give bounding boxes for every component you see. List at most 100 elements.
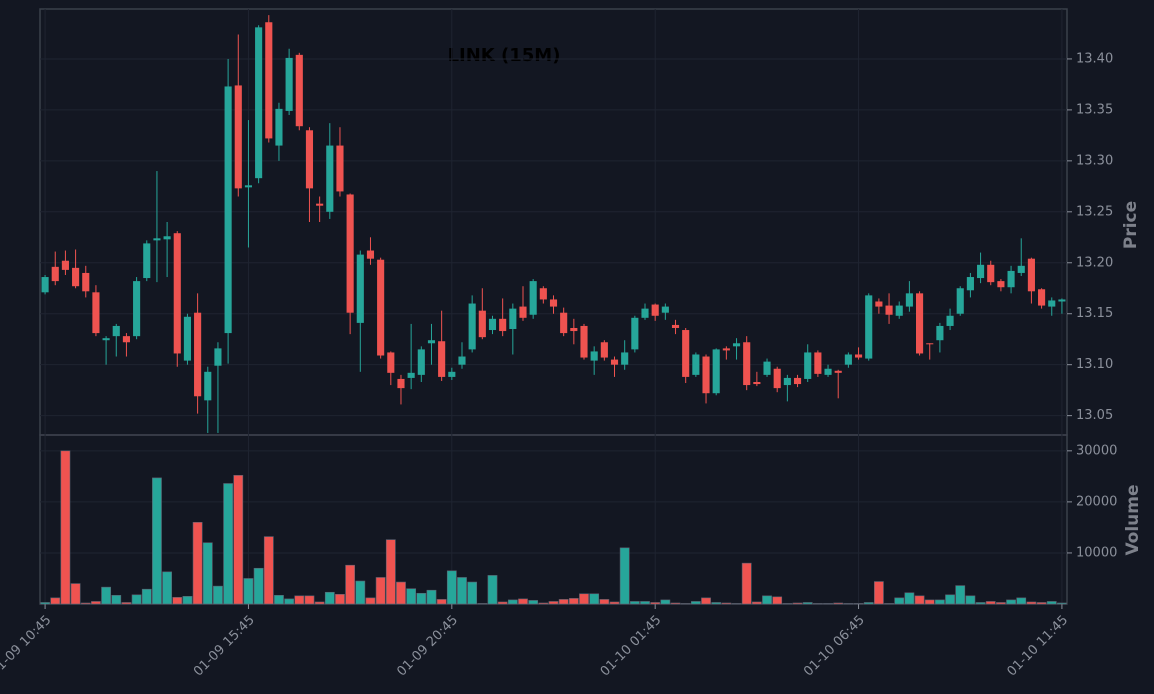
volume-bar [304, 595, 315, 605]
candle-body [488, 318, 497, 331]
candle-body [316, 203, 324, 206]
candle-body [590, 351, 598, 361]
volume-bar [314, 601, 325, 605]
volume-bar [751, 601, 762, 605]
volume-bar [792, 602, 803, 605]
volume-bar [80, 602, 91, 605]
candle-body [285, 57, 293, 111]
candle-body [865, 295, 873, 359]
candle-body [468, 303, 476, 350]
volume-bar [1046, 601, 1057, 605]
volume-bar [965, 595, 976, 605]
y-tick-label: 13.15 [1076, 306, 1113, 321]
volume-bar [518, 598, 528, 605]
volume-bar [741, 562, 752, 605]
volume-bar [721, 602, 732, 605]
candle-body [936, 325, 944, 341]
volume-bar [253, 567, 264, 605]
candle-body [610, 359, 619, 365]
volume-bar [670, 602, 681, 605]
candle-body [814, 352, 822, 374]
volume-bar [172, 597, 183, 605]
volume-bar [243, 578, 254, 605]
volume-bar [782, 603, 793, 605]
volume-bar [874, 581, 884, 605]
candle-body [763, 361, 771, 375]
candle-body [153, 238, 161, 241]
volume-bar [457, 577, 467, 605]
volume-bar [345, 564, 356, 605]
volume-bar [385, 539, 396, 605]
volume-bar [711, 602, 722, 605]
candle-body [82, 272, 90, 292]
candle-body [1007, 270, 1015, 288]
volume-bar [1006, 599, 1016, 605]
price-axis-label: Price [1121, 201, 1141, 249]
candle-body [194, 312, 202, 397]
candle-body [702, 356, 710, 394]
candle-body [183, 316, 191, 361]
y-tick-label: 13.35 [1076, 102, 1113, 117]
candle-body [509, 308, 517, 330]
candle-body [570, 327, 578, 332]
volume-bar [375, 577, 386, 605]
volume-bar [355, 580, 366, 605]
candle-body [844, 354, 852, 365]
candle-body [956, 288, 964, 314]
volume-bar [111, 595, 122, 605]
volume-bar [101, 586, 111, 605]
candle-body [1017, 265, 1025, 273]
volume-bar [274, 595, 284, 605]
volume-bar [294, 595, 305, 605]
volume-bar [40, 602, 50, 605]
y-tick-label: 13.25 [1076, 204, 1113, 219]
volume-bar [507, 599, 518, 605]
volume-bar [884, 603, 894, 605]
y-tick-label: 13.10 [1076, 357, 1113, 372]
candle-body [133, 281, 141, 337]
candle-body [448, 371, 456, 377]
volume-bar [701, 597, 711, 605]
volume-bar [629, 601, 640, 605]
candle-body [783, 377, 791, 386]
volume-bar [446, 570, 457, 605]
volume-bar [487, 575, 498, 605]
volume-bar [223, 483, 233, 605]
chart-title: LINK (15M) [448, 45, 561, 66]
volume-bar [182, 596, 193, 605]
candle-body [549, 299, 558, 307]
candle-body [977, 264, 985, 279]
candle-body [458, 356, 466, 365]
candle-body [417, 349, 425, 375]
candle-body [712, 349, 720, 394]
candle-body [356, 254, 364, 323]
volume-bar [131, 594, 142, 605]
volume-bar [436, 599, 447, 605]
candle-body [987, 264, 995, 283]
candle-body [600, 342, 608, 358]
volume-bar [50, 597, 61, 605]
volume-bar [680, 603, 691, 605]
volume-bar [335, 593, 345, 605]
candle-body [72, 267, 80, 287]
volume-bar [640, 601, 650, 605]
candle-body [854, 354, 863, 358]
candle-body [732, 343, 741, 347]
candle-body [387, 352, 395, 373]
candle-body [682, 330, 690, 377]
volume-bar [213, 585, 223, 605]
candle-body [722, 348, 730, 351]
volume-bar [660, 599, 671, 605]
candle-body [1027, 258, 1035, 292]
volume-bar [945, 594, 955, 605]
volume-bar [568, 598, 579, 605]
candle-body [41, 277, 49, 293]
candle-body [173, 233, 181, 354]
candle-body [102, 338, 110, 341]
volume-bar [192, 522, 203, 605]
y-tick-label: 30000 [1076, 443, 1117, 458]
candle-body [244, 185, 253, 188]
y-tick-label: 13.30 [1076, 153, 1113, 168]
